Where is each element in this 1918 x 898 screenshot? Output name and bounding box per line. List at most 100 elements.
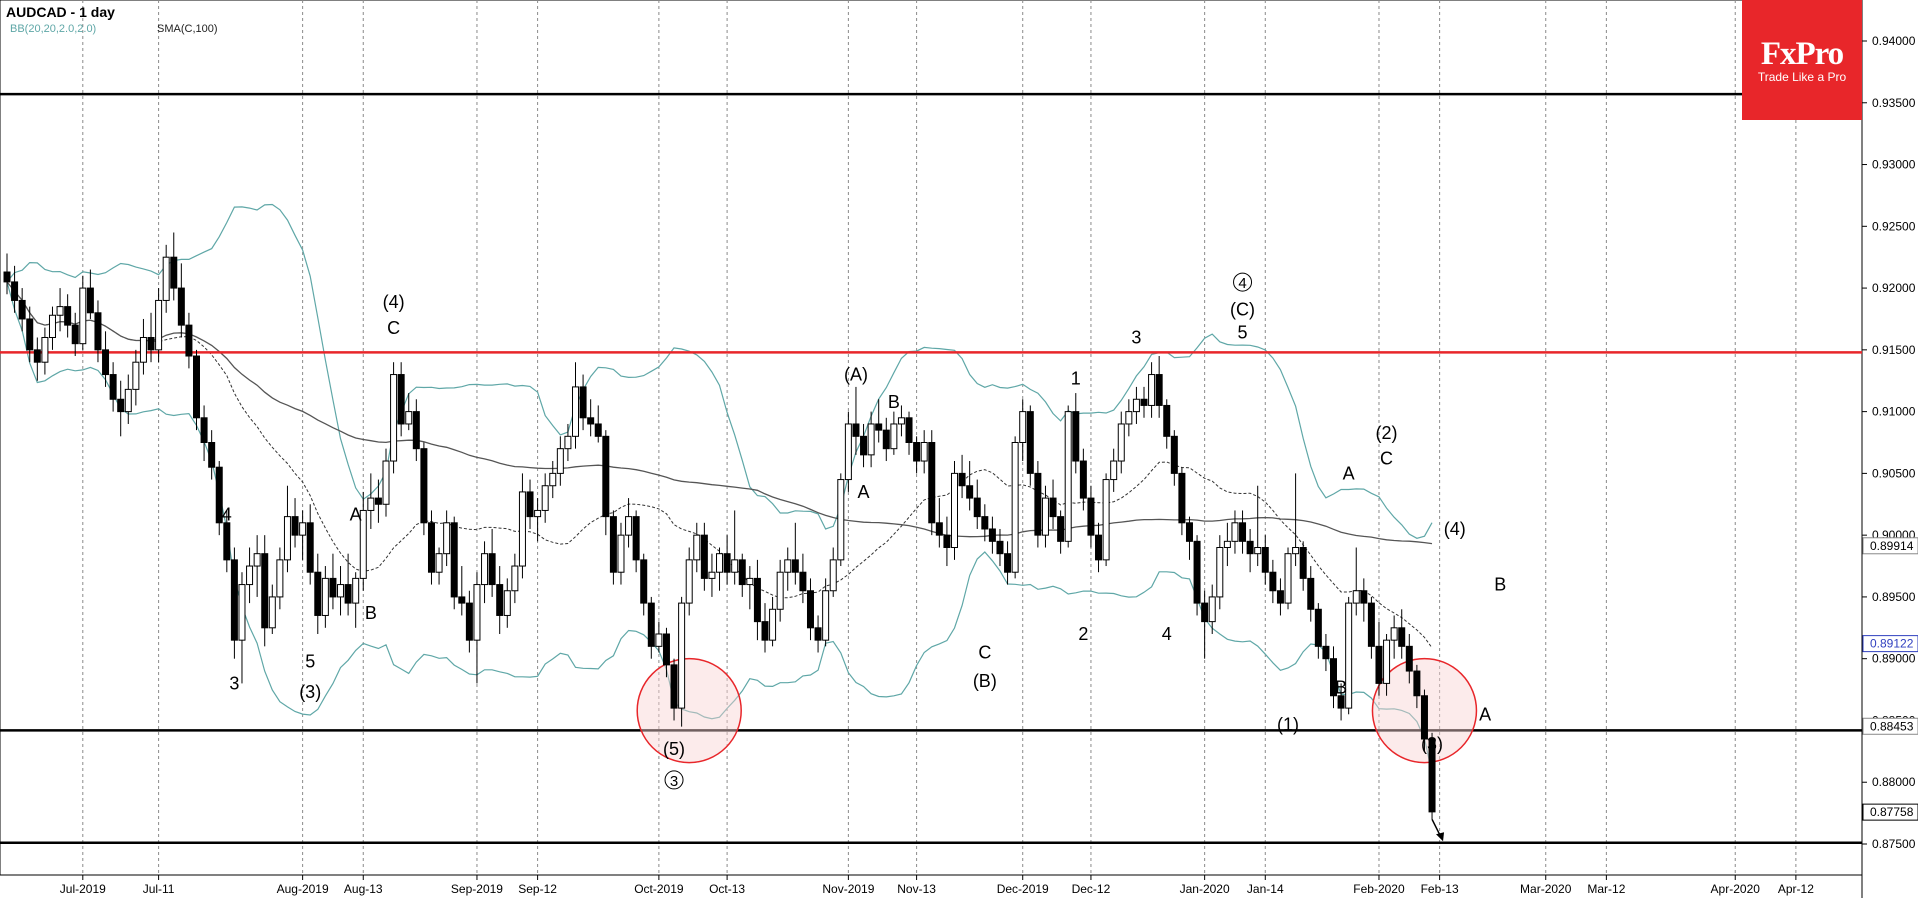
candle-body (1034, 472, 1042, 536)
candle-body (791, 559, 799, 573)
candle-body (1132, 398, 1140, 413)
candle-body (162, 256, 170, 301)
wave-label: 2 (1078, 624, 1088, 644)
candle-body (170, 256, 178, 289)
candle-body (147, 336, 155, 351)
sma-line (6, 281, 1433, 545)
candle-body (875, 423, 883, 431)
candle-body (1383, 639, 1391, 684)
candle-body (458, 596, 466, 604)
candle-body (344, 584, 352, 604)
wave-label: (2) (1376, 423, 1398, 443)
candle-body (397, 374, 405, 425)
candle-body (420, 448, 428, 524)
candle-body (465, 602, 473, 641)
candle-body (268, 596, 276, 629)
candle-body (609, 516, 617, 573)
wave-label: (1) (1277, 714, 1299, 734)
candle-body (920, 442, 928, 462)
x-tick-label: Aug-13 (344, 882, 383, 896)
candle-body (177, 287, 185, 326)
candle-body (511, 565, 519, 592)
candle-body (996, 540, 1004, 555)
candle-body (685, 559, 693, 604)
wave-label: C (978, 643, 991, 663)
logo-tagline: Trade Like a Pro (1757, 70, 1847, 84)
candle-body (1095, 534, 1103, 561)
candle-body (473, 584, 481, 641)
candle-body (1375, 645, 1383, 684)
x-tick-label: Feb-13 (1421, 882, 1459, 896)
wave-label: 3 (670, 773, 678, 790)
candle-body (844, 423, 852, 481)
candle-body (124, 388, 132, 413)
bollinger-label: BB(20,20,2.0,2.0) (10, 23, 97, 35)
candle-body (647, 602, 655, 647)
candle-body (1390, 627, 1398, 641)
candle-body (951, 472, 958, 549)
wave-label: B (888, 392, 900, 412)
candle-body (769, 608, 777, 641)
candle-body (1360, 590, 1368, 604)
y-tick-label: 0.92000 (1872, 281, 1916, 295)
candle-body (321, 577, 329, 616)
wave-label: (3) (299, 682, 321, 702)
candle-body (973, 497, 981, 518)
candle-body (1254, 547, 1262, 555)
x-tick-label: Jan-14 (1247, 882, 1284, 896)
candle-body (541, 485, 549, 511)
candle-body (1148, 374, 1156, 406)
candle-body (1208, 596, 1216, 623)
candle-body (556, 448, 564, 474)
candle-body (935, 522, 943, 536)
candle-body (738, 559, 746, 586)
candle-body (1019, 411, 1027, 444)
chart-title: AUDCAD - 1 day (6, 4, 115, 20)
candle-body (693, 534, 701, 561)
price-tag-box (1862, 635, 1918, 653)
candle-body (435, 553, 443, 573)
candle-body (632, 516, 640, 561)
candle-body (382, 460, 390, 505)
candle-body (860, 435, 868, 456)
candle-body (746, 577, 754, 586)
candle-body (753, 577, 761, 623)
candle-body (208, 442, 216, 468)
y-tick-label: 0.93000 (1872, 158, 1916, 172)
candle-body (1246, 540, 1254, 555)
candle-body (1239, 522, 1247, 542)
candle-body (291, 516, 299, 536)
price-tag: 0.89122 (1870, 637, 1914, 651)
candle-body (890, 423, 898, 450)
candle-body (662, 633, 670, 666)
candle-body (405, 411, 413, 425)
candle-body (1026, 411, 1034, 474)
candle-body (86, 287, 94, 314)
candle-body (238, 584, 246, 641)
candle-body (367, 497, 375, 511)
candle-body (814, 627, 822, 641)
candle-body (1004, 553, 1012, 573)
candle-body (806, 590, 814, 629)
x-tick-label: Jul-11 (143, 882, 175, 896)
candle-body (1125, 411, 1133, 425)
price-tag: 0.89914 (1870, 539, 1914, 553)
candle-body (185, 324, 193, 357)
candle-body (761, 621, 769, 641)
y-tick-label: 0.89000 (1872, 652, 1916, 666)
y-tick-label: 0.94000 (1872, 34, 1916, 48)
price-tag-box (1862, 803, 1918, 821)
candle-body (374, 497, 382, 505)
candle-body (526, 491, 534, 518)
candle-body (139, 336, 147, 363)
candle-body (572, 386, 579, 437)
wave-label: B (1494, 575, 1506, 595)
candle-body (1201, 602, 1209, 623)
wave-label: 4 (1162, 624, 1172, 644)
candle-body (1155, 374, 1163, 406)
candle-body (776, 571, 784, 610)
candle-body (1292, 547, 1300, 555)
x-tick-label: Nov-13 (897, 882, 936, 896)
y-tick-label: 0.93500 (1872, 96, 1916, 110)
candle-body (882, 429, 890, 450)
